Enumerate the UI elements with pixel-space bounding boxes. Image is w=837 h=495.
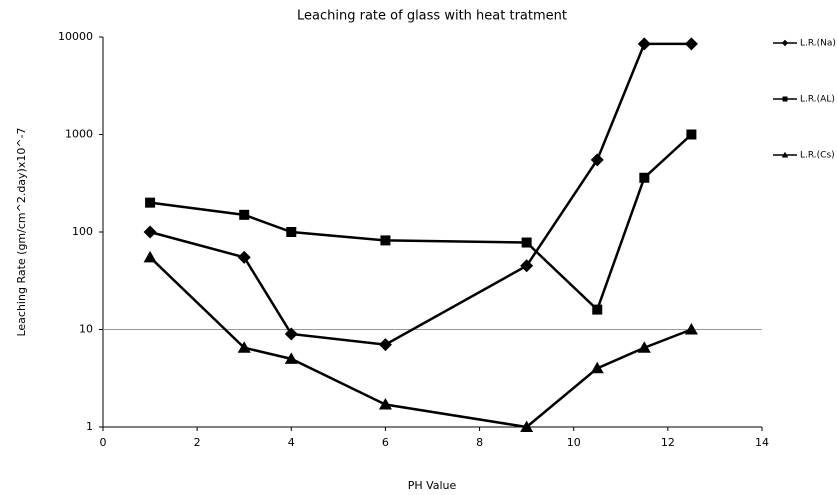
data-point — [237, 341, 251, 353]
y-tick-label: 10000 — [58, 30, 93, 43]
data-point — [380, 235, 391, 246]
data-point — [684, 323, 698, 335]
x-tick-label: 2 — [194, 436, 201, 449]
data-point — [143, 250, 157, 263]
data-point — [286, 227, 297, 237]
series-line — [149, 133, 693, 312]
data-point — [686, 129, 697, 140]
data-point — [637, 341, 651, 353]
y-tick-label: 1 — [86, 420, 93, 433]
data-point — [284, 352, 298, 364]
x-tick-label: 12 — [661, 436, 675, 449]
series-line — [149, 256, 692, 429]
legend-label: L.R.(Na) — [800, 39, 836, 49]
legend-marker — [781, 151, 789, 158]
y-axis-label: Leaching Rate (gm/cm^2.day)x10^-7 — [15, 127, 28, 336]
y-tick-label: 10 — [79, 323, 93, 336]
y-tick-label: 1000 — [65, 128, 93, 141]
data-point — [592, 304, 603, 315]
data-point — [378, 398, 392, 410]
legend-marker — [781, 39, 789, 47]
x-tick-label: 6 — [382, 436, 389, 449]
y-tick-label: 100 — [72, 225, 93, 238]
data-point — [521, 237, 532, 248]
legend-marker — [782, 96, 788, 102]
chart-title: Leaching rate of glass with heat tratmen… — [297, 9, 567, 24]
data-point — [590, 153, 604, 167]
data-point — [520, 420, 534, 432]
data-point — [520, 259, 534, 273]
x-axis-label: PH Value — [408, 479, 457, 492]
data-point — [239, 209, 250, 220]
x-tick-label: 4 — [288, 436, 295, 449]
data-point — [378, 338, 392, 352]
legend-label: L.R.(AL) — [800, 95, 835, 105]
x-tick-label: 14 — [755, 436, 769, 449]
series-line — [149, 42, 692, 346]
data-point — [590, 361, 604, 374]
data-point — [143, 225, 157, 239]
data-point — [145, 197, 156, 208]
x-tick-label: 10 — [567, 436, 581, 449]
x-tick-label: 8 — [476, 436, 483, 449]
data-point — [284, 327, 298, 341]
data-point — [639, 172, 650, 183]
data-point — [637, 37, 651, 51]
data-point — [684, 37, 698, 51]
data-point — [237, 250, 251, 264]
x-tick-label: 0 — [100, 436, 107, 449]
legend-label: L.R.(Cs) — [800, 151, 835, 161]
